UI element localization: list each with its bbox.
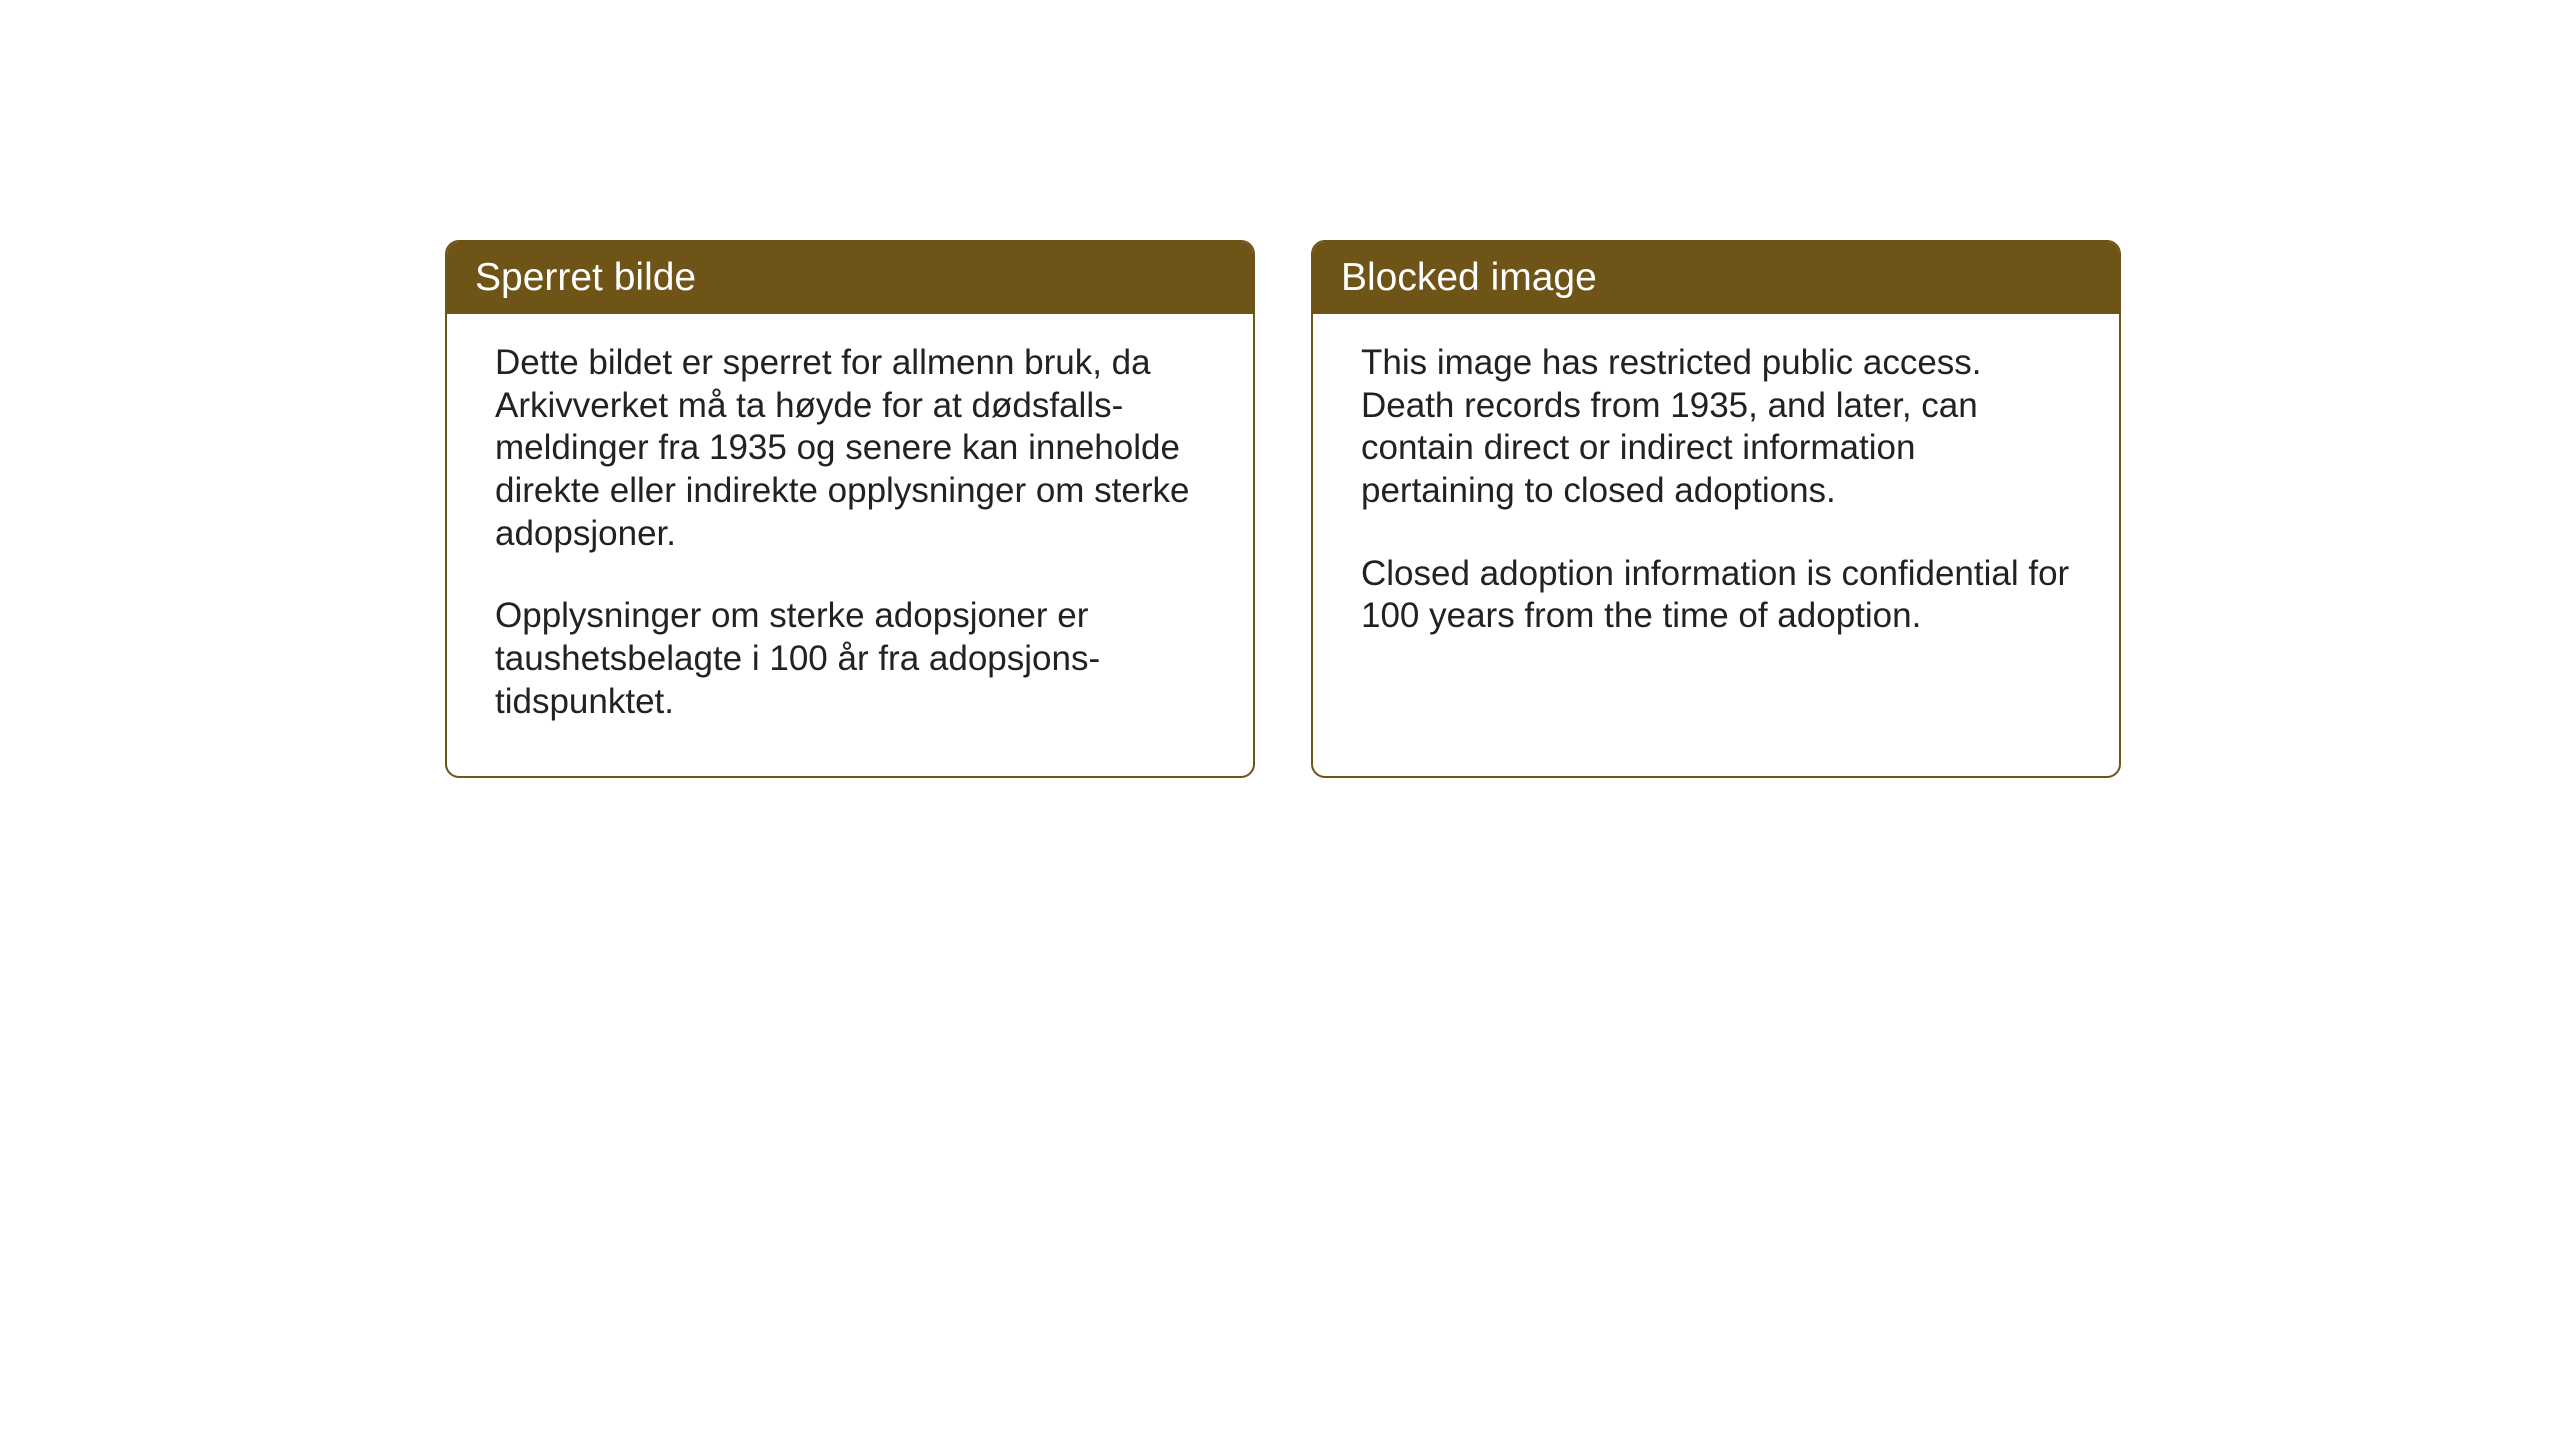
card-body: This image has restricted public access.… (1313, 314, 2119, 690)
card-paragraph-2: Opplysninger om sterke adopsjoner er tau… (495, 595, 1205, 723)
card-title: Sperret bilde (475, 256, 696, 299)
card-body: Dette bildet er sperret for allmenn bruk… (447, 314, 1253, 776)
card-paragraph-1: Dette bildet er sperret for allmenn bruk… (495, 342, 1205, 555)
card-header: Sperret bilde (447, 242, 1253, 314)
notice-card-english: Blocked image This image has restricted … (1311, 240, 2121, 778)
notice-card-norwegian: Sperret bilde Dette bildet er sperret fo… (445, 240, 1255, 778)
notice-cards-container: Sperret bilde Dette bildet er sperret fo… (445, 240, 2121, 778)
card-paragraph-2: Closed adoption information is confident… (1361, 553, 2071, 638)
card-header: Blocked image (1313, 242, 2119, 314)
card-paragraph-1: This image has restricted public access.… (1361, 342, 2071, 513)
card-title: Blocked image (1341, 256, 1597, 299)
